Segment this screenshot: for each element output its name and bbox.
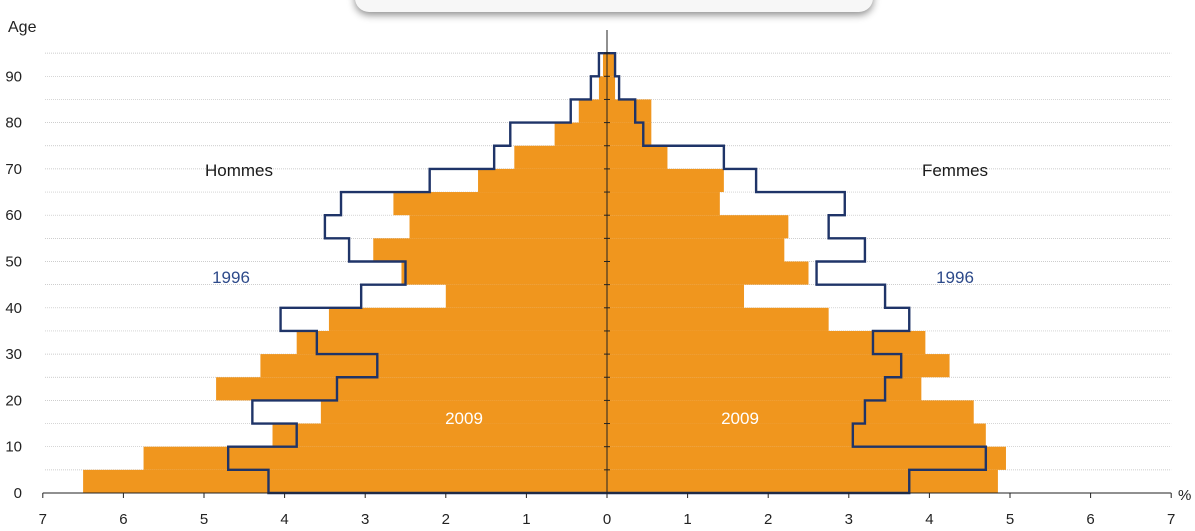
- bars-2009: [83, 53, 1006, 493]
- label-femmes: Femmes: [922, 161, 988, 180]
- bar-2009-hommes-55-59: [409, 215, 607, 239]
- y-tick-label: 20: [5, 392, 22, 409]
- x-tick-label: 6: [1086, 511, 1094, 528]
- x-tick-label: 3: [845, 511, 853, 528]
- x-tick-label: 3: [361, 511, 369, 528]
- bar-2009-hommes-30-34: [296, 330, 607, 355]
- x-tick-label: 5: [200, 511, 208, 528]
- bar-2009-femmes-0-4: [607, 469, 998, 493]
- y-tick-label: 90: [5, 68, 22, 85]
- bar-2009-femmes-45-49: [607, 261, 809, 285]
- label-1996-right: 1996: [936, 268, 974, 287]
- bar-2009-hommes-70-74: [514, 145, 607, 169]
- bar-2009-femmes-60-64: [607, 192, 720, 216]
- bar-2009-femmes-70-74: [607, 145, 668, 169]
- bar-2009-femmes-80-84: [607, 99, 652, 123]
- bar-2009-hommes-40-44: [445, 284, 607, 308]
- y-tick-label: 60: [5, 207, 22, 224]
- x-tick-label: 4: [925, 511, 933, 528]
- line-1996-femmes: [607, 51, 988, 495]
- bar-2009-hommes-90-94: [602, 53, 607, 77]
- y-tick-label: 30: [5, 346, 22, 363]
- bar-2009-femmes-65-69: [607, 168, 724, 193]
- label-2009-left: 2009: [445, 409, 483, 428]
- y-tick-label: 70: [5, 161, 22, 178]
- label-1996-left: 1996: [212, 268, 250, 287]
- bar-2009-hommes-15-19: [320, 400, 607, 424]
- x-tick-label: 6: [119, 511, 127, 528]
- bar-2009-femmes-10-14: [607, 423, 986, 447]
- bar-2009-femmes-90-94: [607, 53, 616, 77]
- bar-2009-femmes-50-54: [607, 238, 785, 262]
- y-tick-label: 0: [14, 485, 22, 502]
- label-hommes: Hommes: [205, 161, 273, 180]
- bar-2009-hommes-45-49: [401, 261, 607, 285]
- bar-2009-femmes-25-29: [607, 354, 950, 378]
- bar-2009-hommes-75-79: [554, 122, 607, 146]
- bar-2009-femmes-20-24: [607, 377, 922, 401]
- bar-2009-hommes-5-9: [143, 446, 608, 470]
- bar-2009-hommes-35-39: [328, 307, 607, 331]
- label-2009-right: 2009: [721, 409, 759, 428]
- bar-2009-femmes-40-44: [607, 284, 745, 308]
- bar-2009-femmes-30-34: [607, 330, 926, 355]
- bar-2009-femmes-85-89: [607, 76, 616, 100]
- bar-2009-hommes-80-84: [578, 99, 607, 123]
- bar-2009-femmes-75-79: [607, 122, 652, 146]
- bar-2009-femmes-55-59: [607, 215, 789, 239]
- x-tick-label: 5: [1006, 511, 1014, 528]
- bar-2009-hommes-20-24: [216, 377, 607, 401]
- bar-2009-hommes-60-64: [393, 192, 607, 216]
- x-tick-label: 2: [442, 511, 450, 528]
- bar-2009-hommes-85-89: [598, 76, 607, 100]
- bar-2009-hommes-10-14: [272, 423, 607, 447]
- x-axis-unit: %: [1178, 487, 1191, 504]
- bar-2009-femmes-15-19: [607, 400, 974, 424]
- bar-2009-hommes-65-69: [478, 168, 607, 193]
- x-tick-label: 0: [603, 511, 611, 528]
- x-tick-label: 2: [764, 511, 772, 528]
- y-tick-label: 50: [5, 254, 22, 271]
- bar-2009-femmes-5-9: [607, 446, 1006, 470]
- y-tick-label: 80: [5, 115, 22, 132]
- header-tab-shadow: [355, 0, 873, 12]
- bar-2009-hommes-50-54: [373, 238, 607, 262]
- y-tick-label: 10: [5, 439, 22, 456]
- bar-2009-femmes-35-39: [607, 307, 829, 331]
- x-tick-label: 1: [683, 511, 691, 528]
- outline-1996: [226, 51, 988, 495]
- x-tick-label: 1: [522, 511, 530, 528]
- x-tick-label: 4: [280, 511, 288, 528]
- bar-2009-hommes-0-4: [83, 469, 608, 493]
- y-axis-label: Age: [8, 19, 37, 36]
- y-tick-label: 40: [5, 300, 22, 317]
- line-1996-hommes: [226, 51, 607, 495]
- x-tick-label: 7: [39, 511, 47, 528]
- x-tick-label: 7: [1167, 511, 1175, 528]
- bar-2009-hommes-25-29: [260, 354, 607, 378]
